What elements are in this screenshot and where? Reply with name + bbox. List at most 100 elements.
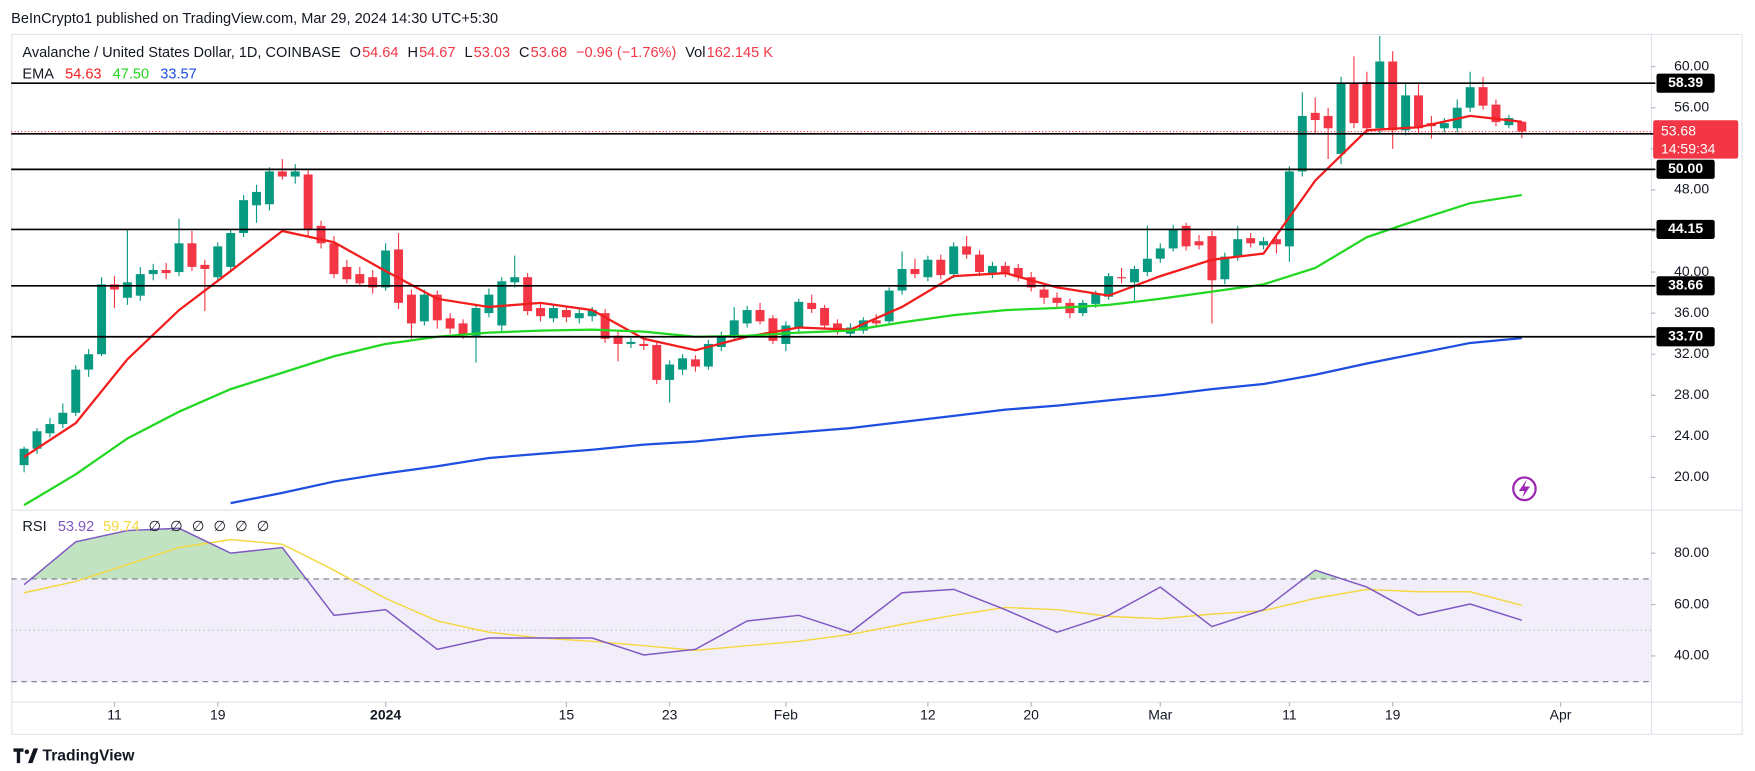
candle-body bbox=[58, 412, 68, 425]
ema-value: 47.50 bbox=[113, 66, 149, 82]
ema-value: 54.63 bbox=[65, 66, 101, 82]
candle-body bbox=[548, 308, 558, 319]
candle-body bbox=[949, 246, 959, 275]
candle-body bbox=[1478, 87, 1488, 106]
candle-body bbox=[200, 264, 210, 269]
candle-body bbox=[1078, 302, 1088, 314]
level-label-box bbox=[1656, 219, 1715, 240]
candle-body bbox=[1181, 225, 1191, 247]
y-tick-label: 24.00 bbox=[1674, 427, 1709, 443]
candle-body bbox=[1194, 241, 1204, 246]
ema-key: EMA bbox=[22, 66, 54, 82]
candle-body bbox=[122, 282, 132, 298]
candle-body bbox=[729, 320, 739, 336]
candle-body bbox=[833, 323, 842, 332]
candle-body bbox=[1039, 289, 1049, 298]
candle-body bbox=[1439, 123, 1449, 129]
rsi-na: ∅ bbox=[213, 519, 226, 535]
x-tick-label: Feb bbox=[774, 706, 798, 722]
x-tick-label: 20 bbox=[1023, 706, 1039, 722]
x-tick-label: 23 bbox=[662, 706, 678, 722]
ohlc-value: 54.64 bbox=[362, 45, 398, 61]
candle-body bbox=[432, 294, 442, 321]
candle-body bbox=[1091, 293, 1101, 304]
x-tick-label: 2024 bbox=[370, 706, 401, 722]
candle-body bbox=[923, 259, 933, 278]
candle-body bbox=[1491, 104, 1501, 123]
candle-body bbox=[277, 171, 287, 177]
candle-body bbox=[1388, 61, 1398, 131]
price-pane bbox=[11, 35, 1651, 507]
candle-body bbox=[858, 320, 868, 331]
x-tick-label: 19 bbox=[210, 706, 226, 722]
candle-body bbox=[32, 431, 42, 449]
change-value: −0.96 (−1.76%) bbox=[576, 45, 676, 61]
candle-body bbox=[1272, 239, 1281, 245]
y-tick-label: 40.00 bbox=[1674, 647, 1709, 663]
candle-body bbox=[110, 284, 119, 290]
last-price-label: 53.68 bbox=[1661, 122, 1696, 138]
rsi-line bbox=[23, 538, 1522, 652]
candle-body bbox=[1504, 117, 1514, 126]
candle-body bbox=[1168, 228, 1178, 249]
level-label: 50.00 bbox=[1668, 160, 1703, 176]
candle-body bbox=[975, 254, 985, 273]
y-tick-label: 80.00 bbox=[1674, 544, 1709, 560]
ohlc-value: 53.03 bbox=[474, 45, 510, 61]
level-label-box bbox=[1656, 73, 1715, 93]
ohlc-key: H bbox=[407, 45, 418, 61]
candle-body bbox=[471, 308, 481, 336]
ema-line bbox=[23, 193, 1522, 507]
rsi-pane bbox=[11, 527, 1651, 683]
y-tick-label: 32.00 bbox=[1674, 345, 1709, 361]
candle-body bbox=[1246, 238, 1256, 244]
candle-body bbox=[1155, 248, 1165, 259]
candle-body bbox=[1207, 236, 1217, 281]
candle-body bbox=[781, 325, 791, 344]
candle-body bbox=[794, 301, 804, 329]
ema-value: 33.57 bbox=[160, 66, 196, 82]
candle-body bbox=[213, 246, 223, 278]
candle-body bbox=[1142, 258, 1152, 273]
level-label: 38.66 bbox=[1668, 276, 1703, 292]
ohlc-key: O bbox=[350, 45, 361, 61]
candle-body bbox=[445, 318, 455, 329]
candle-body bbox=[368, 277, 378, 288]
candle-body bbox=[1013, 267, 1023, 278]
candle-body bbox=[652, 344, 662, 380]
candle-body bbox=[1284, 171, 1294, 247]
candle-body bbox=[561, 310, 571, 318]
x-tick-label: 12 bbox=[920, 706, 936, 722]
rsi-key: RSI bbox=[22, 519, 46, 535]
overbought-fill bbox=[31, 528, 1342, 579]
candle-body bbox=[910, 268, 920, 275]
candle-body bbox=[1233, 239, 1243, 257]
candle-body bbox=[303, 174, 313, 229]
level-label: 44.15 bbox=[1668, 220, 1703, 236]
candle-body bbox=[290, 171, 300, 177]
rsi-na: ∅ bbox=[170, 519, 183, 535]
candle-body bbox=[84, 354, 94, 370]
candle-body bbox=[252, 191, 261, 206]
candle-body bbox=[1414, 95, 1423, 129]
level-label-box bbox=[1656, 327, 1715, 347]
candle-body bbox=[174, 243, 184, 273]
candle-body bbox=[587, 310, 597, 317]
candle-body bbox=[639, 343, 649, 347]
candle-body bbox=[820, 308, 830, 326]
candle-body bbox=[1401, 95, 1411, 131]
candle-body bbox=[316, 225, 326, 244]
y-tick-label: 36.00 bbox=[1674, 304, 1709, 320]
ema-line bbox=[23, 114, 1522, 458]
candle-body bbox=[962, 246, 972, 255]
candle-body bbox=[458, 323, 468, 335]
candle-body bbox=[329, 243, 339, 275]
brand-name: TradingView bbox=[43, 747, 136, 764]
candle-body bbox=[716, 335, 726, 348]
candle-body bbox=[1052, 297, 1062, 303]
y-tick-label: 28.00 bbox=[1674, 386, 1709, 402]
x-tick-label: 11 bbox=[1282, 706, 1297, 722]
rsi-na: ∅ bbox=[257, 519, 270, 535]
candle-body bbox=[574, 313, 584, 319]
